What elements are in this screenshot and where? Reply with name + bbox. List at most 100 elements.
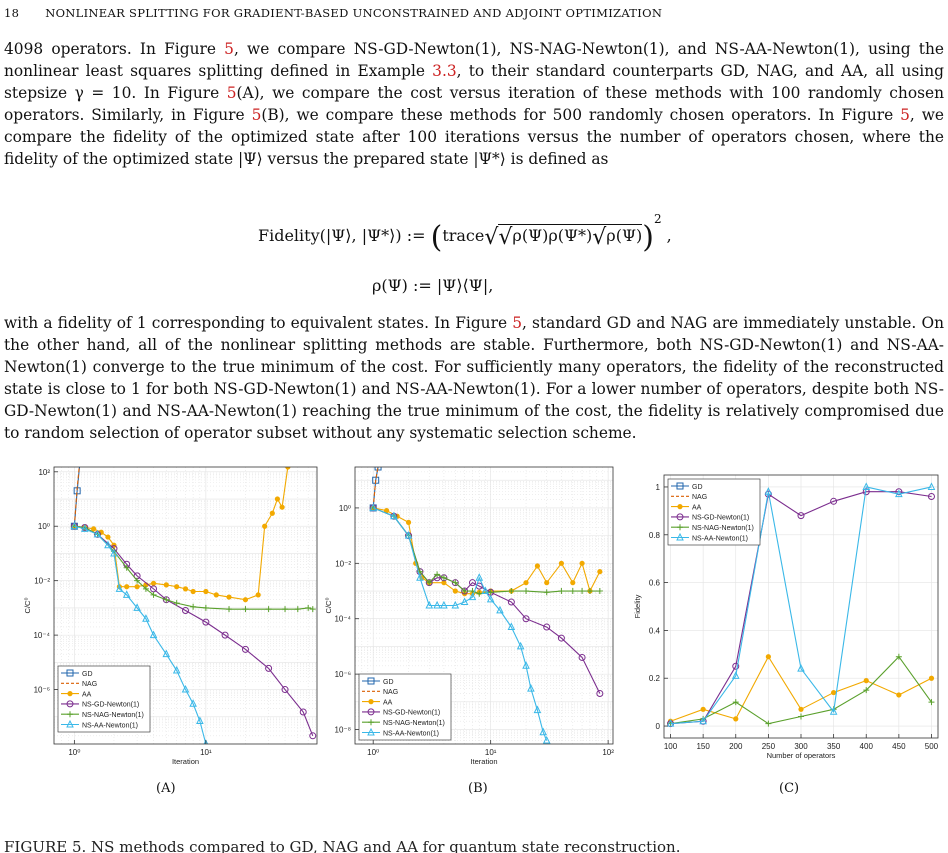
y-tick-label: 10⁻⁶ — [34, 686, 50, 695]
data-point — [190, 603, 197, 610]
data-point — [927, 493, 935, 501]
y-axis-label: C/C⁰ — [23, 598, 32, 614]
text-run: with a fidelity of 1 corresponding to eq… — [4, 314, 513, 332]
series-line — [74, 525, 212, 764]
figure-ref-link[interactable]: 5 — [900, 106, 910, 125]
legend-marker — [368, 719, 374, 726]
series-line — [373, 507, 601, 595]
data-point — [699, 716, 707, 725]
data-point — [927, 482, 936, 490]
grid — [354, 466, 613, 745]
data-point — [181, 684, 190, 693]
data-point — [829, 707, 838, 715]
data-point — [163, 582, 169, 588]
legend-marker — [368, 699, 374, 705]
series-line — [73, 463, 81, 527]
figure-ref-link[interactable]: 5 — [224, 40, 234, 58]
paragraph-1: 4098 operators. In Figure 5, we compare … — [4, 38, 944, 171]
data-point — [142, 585, 149, 592]
data-point — [461, 588, 468, 595]
legend-box — [667, 478, 761, 546]
data-point — [798, 706, 804, 712]
data-point — [830, 497, 838, 505]
data-point — [196, 716, 204, 724]
figure-ref-link[interactable]: 5 — [512, 314, 522, 332]
legend-label: NS-GD-Newton(1) — [692, 515, 749, 522]
legend-marker — [67, 711, 73, 718]
legend: GD NAG AA NS-GD-Newton(1) NS-NAG-Newton(1) NS… — [667, 478, 761, 546]
data-point — [895, 489, 903, 498]
data-point — [460, 597, 469, 606]
data-point — [299, 708, 307, 716]
data-point — [863, 678, 869, 684]
data-point — [569, 588, 576, 595]
data-point — [174, 584, 180, 590]
y-tick-label: 0.4 — [649, 626, 661, 635]
legend-box — [57, 665, 151, 733]
data-point — [557, 634, 565, 642]
caption-b: (B) — [468, 781, 488, 796]
series-NS-AA-Newton(1) — [70, 521, 212, 764]
legend-marker — [367, 677, 375, 685]
data-point — [534, 563, 541, 569]
data-point — [440, 600, 448, 609]
legend-label: NAG — [692, 494, 707, 501]
mask — [10, 744, 325, 775]
y-tick-label: 10⁻² — [335, 559, 351, 568]
series-NAG — [73, 463, 81, 527]
data-point — [441, 580, 447, 586]
figure-caption: FIGURE 5. NS methods compared to GD, NAG… — [4, 838, 681, 853]
legend: GD NAG AA NS-GD-Newton(1) NS-NAG-Newton(1) NS… — [358, 673, 452, 741]
data-point — [542, 735, 551, 744]
equation-rho-psi: ρ(Ψ) — [512, 224, 549, 245]
data-point — [797, 664, 805, 672]
legend-label: NS-GD-Newton(1) — [383, 710, 440, 717]
legend-label: GD — [383, 679, 394, 686]
x-tick-label: 150 — [696, 742, 710, 751]
y-tick-label: 10⁻⁴ — [33, 631, 50, 640]
figure-ref-link[interactable]: 5 — [251, 106, 262, 125]
text-run: (B), we compare these methods for 500 ra… — [261, 106, 901, 125]
data-point — [596, 588, 603, 595]
data-point — [93, 529, 102, 538]
data-point — [189, 699, 197, 707]
data-point — [863, 687, 870, 694]
data-point — [765, 720, 772, 727]
x-tick-label: 100 — [664, 742, 678, 751]
data-point — [309, 606, 316, 613]
figure-ref-link[interactable]: 5 — [226, 84, 237, 103]
data-point — [522, 615, 530, 623]
data-point — [765, 654, 771, 660]
data-point — [434, 571, 441, 578]
data-point — [190, 588, 196, 595]
running-title: NONLINEAR SPLITTING FOR GRADIENT-BASED U… — [45, 6, 663, 20]
data-point — [895, 488, 903, 496]
chart-b: 10⁰ 10¹ 10² 10⁰ 10⁻² 10⁻⁴ 10⁻⁶ 10⁻⁸ Iteration C/C… — [322, 463, 622, 775]
equation-power: 2 — [653, 212, 662, 226]
data-point — [390, 511, 398, 520]
y-tick-label: 10⁻⁴ — [334, 615, 351, 624]
data-point — [425, 600, 434, 609]
data-point — [274, 496, 281, 502]
legend-label: AA — [82, 691, 92, 698]
equation-lhs: Fidelity(|Ψ⟩, |Ψ*⟩) := — [258, 226, 426, 245]
y-tick-label: 1 — [656, 483, 661, 492]
example-ref-link[interactable]: 3.3 — [432, 62, 457, 81]
equation-rho-psi-2: ρ(Ψ) — [606, 224, 643, 245]
legend-label: AA — [383, 699, 393, 706]
legend: GD NAG AA NS-GD-Newton(1) NS-NAG-Newton(1) NS… — [57, 665, 151, 733]
data-point — [124, 584, 130, 590]
data-point — [732, 699, 739, 706]
data-point — [123, 564, 130, 571]
data-point — [468, 592, 477, 601]
x-axis-label: Iteration — [470, 757, 497, 766]
data-point — [451, 600, 460, 609]
data-point — [281, 686, 289, 694]
data-point — [309, 732, 317, 740]
legend-marker — [66, 669, 74, 677]
data-point — [732, 662, 740, 670]
y-axis-label: C/C⁰ — [324, 598, 333, 614]
y-tick-label: 10⁻⁶ — [335, 670, 351, 679]
text-run: , to their standard counterparts GD, NAG… — [4, 62, 944, 103]
data-point — [242, 606, 249, 613]
